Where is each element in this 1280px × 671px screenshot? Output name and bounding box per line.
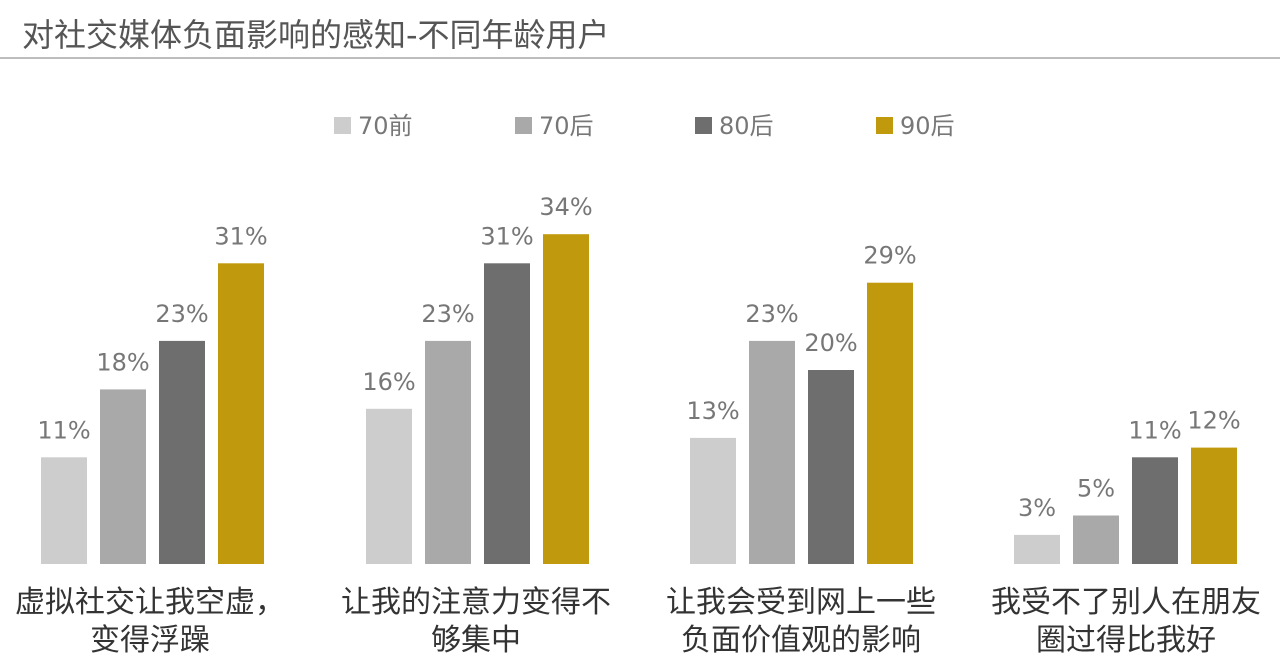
data-label: 5%	[1077, 475, 1115, 503]
legend-swatch	[876, 117, 893, 134]
data-label: 20%	[804, 329, 857, 357]
category-label-line: 变得浮躁	[90, 623, 210, 658]
legend: 70前 70后 80后 90后	[334, 112, 955, 140]
bar-80后-2	[484, 263, 530, 564]
title-divider	[0, 57, 1280, 59]
data-label: 23%	[421, 300, 474, 328]
category-label-3: 让我会受到网上一些 负面价值观的影响	[651, 584, 951, 660]
category-label-line: 让我会受到网上一些	[666, 585, 936, 620]
bar-70后-3	[749, 340, 795, 564]
bar-90后-1	[218, 263, 264, 564]
data-label: 11%	[1128, 416, 1181, 444]
category-label-1: 虚拟社交让我空虚， 变得浮躁	[0, 584, 300, 660]
bars	[41, 234, 1237, 564]
category-label-4: 我受不了别人在朋友 圈过得比我好	[976, 584, 1276, 660]
data-label: 29%	[863, 242, 916, 270]
data-label: 31%	[480, 222, 533, 250]
category-label-line: 虚拟社交让我空虚，	[15, 585, 285, 620]
value-labels: 11%16%13%3%18%23% 23%5%23%31%20%11%31%34%…	[37, 193, 1240, 522]
bar-90后-3	[867, 282, 913, 564]
legend-swatch	[334, 117, 351, 134]
category-label-2: 让我的注意力变得不 够集中	[326, 584, 626, 660]
bar-80后-3	[808, 370, 854, 564]
bar-70前-1	[41, 457, 87, 564]
legend-label: 70前	[358, 112, 413, 140]
bar-90后-4	[1191, 447, 1237, 564]
bar-70前-3	[690, 437, 736, 564]
data-label: 23%	[745, 300, 798, 328]
bar-80后-4	[1132, 457, 1178, 564]
bar-70后-4	[1073, 515, 1119, 564]
category-label-line: 够集中	[431, 623, 521, 658]
data-label: 13%	[686, 397, 739, 425]
legend-swatch	[515, 117, 532, 134]
bar-70前-4	[1014, 534, 1060, 564]
bar-90后-2	[543, 234, 589, 564]
bar-70后-2	[425, 340, 471, 564]
data-label: 16%	[362, 368, 415, 396]
data-label: 3%	[1018, 494, 1056, 522]
data-label: 34%	[539, 193, 592, 221]
bar-80后-1	[159, 340, 205, 564]
bar-70前-2	[366, 408, 412, 564]
chart-title: 对社交媒体负面影响的感知-不同年龄用户	[22, 16, 610, 54]
data-label: 31%	[214, 222, 267, 250]
category-label-line: 让我的注意力变得不	[341, 585, 611, 620]
legend-label: 70后	[539, 112, 594, 140]
data-label: 23%	[155, 300, 208, 328]
bar-70后-1	[100, 389, 146, 564]
legend-swatch	[695, 117, 712, 134]
legend-label: 80后	[719, 112, 774, 140]
data-label: 11%	[37, 416, 90, 444]
data-label: 18%	[96, 348, 149, 376]
data-label: 12%	[1187, 407, 1240, 435]
category-label-line: 负面价值观的影响	[681, 623, 921, 658]
category-label-line: 我受不了别人在朋友	[991, 585, 1261, 620]
legend-label: 90后	[900, 112, 955, 140]
category-label-line: 圈过得比我好	[1036, 623, 1216, 658]
